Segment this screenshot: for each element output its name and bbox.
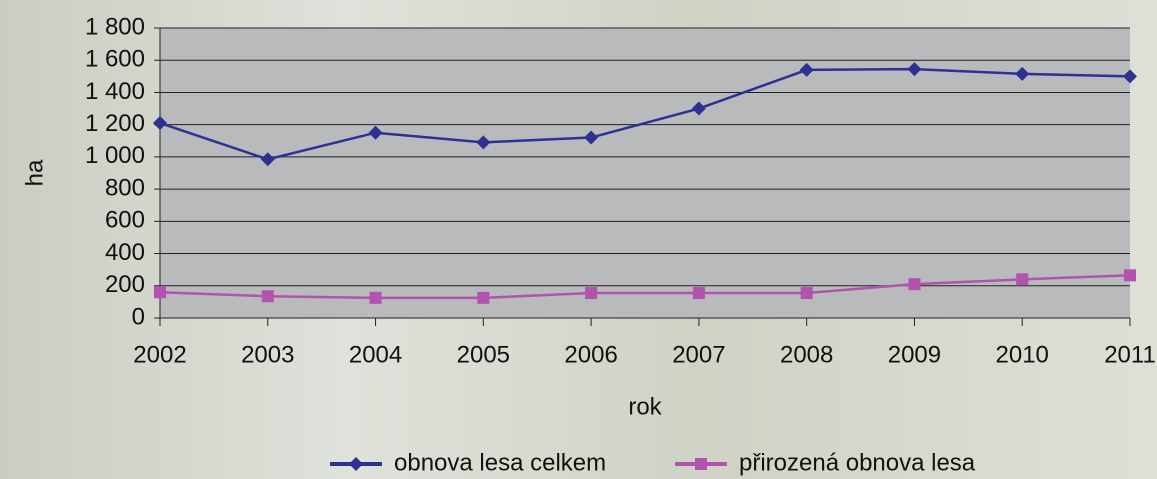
data-point [908,278,921,291]
data-point [369,291,382,304]
legend-marker [695,458,707,470]
y-tick-label: 1 600 [85,46,145,73]
data-point [477,291,490,304]
data-point [154,286,166,299]
legend-label: obnova lesa celkem [394,449,606,476]
data-point [800,287,813,300]
x-tick-label: 2010 [996,341,1049,368]
y-tick-label: 1 000 [85,142,145,169]
data-point [585,287,598,300]
data-point [1123,69,1137,84]
x-axis-title: rok [628,393,662,420]
plot-area [160,28,1130,318]
x-tick-label: 2008 [780,341,833,368]
data-point [1015,66,1030,81]
data-point [1016,273,1029,286]
y-axis-title: ha [21,159,48,186]
y-tick-label: 200 [105,271,145,298]
series-line [159,274,1131,300]
y-tick-label: 1 400 [85,78,145,105]
legend-label: přirozená obnova lesa [739,449,976,476]
data-point [368,125,383,140]
x-tick-label: 2009 [888,341,941,368]
data-point [153,116,167,131]
x-tick-label: 2005 [457,341,510,368]
x-tick-label: 2006 [564,341,617,368]
x-tick-label: 2011 [1104,341,1156,368]
data-point [799,62,814,77]
y-tick-label: 1 800 [85,13,145,40]
legend-marker [349,457,363,471]
y-tick-label: 800 [105,174,145,201]
data-point [907,62,922,77]
y-tick-label: 1 200 [85,110,145,137]
y-tick-label: 0 [132,303,145,330]
data-point [260,152,275,167]
data-point [691,101,706,116]
data-point [584,130,599,145]
y-tick-label: 400 [105,239,145,266]
x-tick-label: 2003 [241,341,294,368]
data-point [476,135,491,150]
x-tick-label: 2007 [672,341,725,368]
series-line [159,67,1131,161]
data-point [692,287,705,300]
y-tick-label: 600 [105,207,145,234]
data-point [1124,269,1136,282]
data-point [261,290,274,303]
x-tick-label: 2004 [349,341,402,368]
x-tick-label: 2002 [133,341,186,368]
